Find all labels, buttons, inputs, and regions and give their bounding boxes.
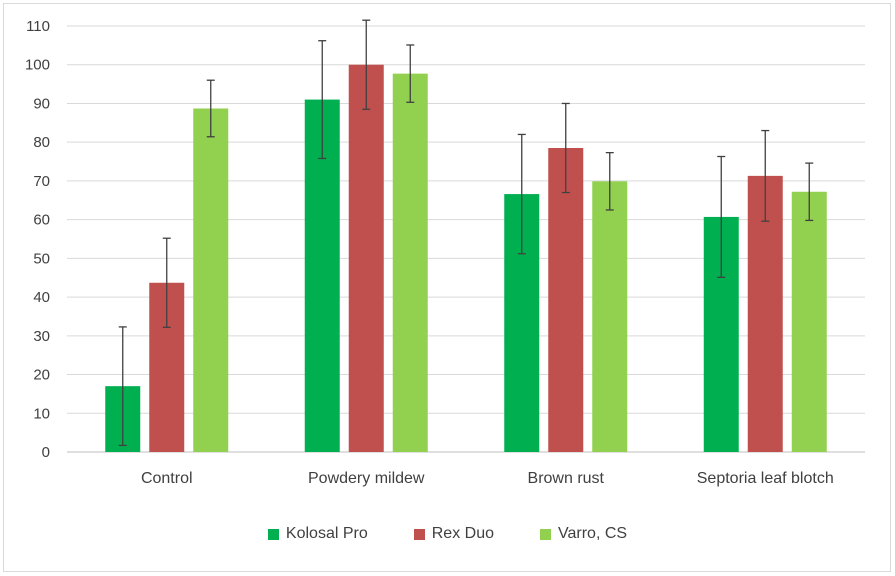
x-category-label-septoria-leaf-blotch: Septoria leaf blotch (697, 470, 834, 487)
legend-swatch-varro-cs (540, 528, 551, 540)
y-tick-label-80: 80 (33, 134, 50, 151)
legend-item-rex-duo: Rex Duo (413, 525, 494, 543)
bar-varro-cs-powdery-mildew (392, 73, 428, 452)
y-tick-label-30: 30 (33, 328, 50, 345)
bar-varro-cs-control (193, 108, 229, 453)
x-category-label-powdery-mildew: Powdery mildew (308, 470, 425, 487)
y-tick-label-10: 10 (33, 405, 50, 422)
x-category-label-control: Control (141, 470, 193, 487)
legend-swatch-kolosal-pro (267, 528, 279, 540)
legend-label-rex-duo: Rex Duo (431, 525, 494, 542)
legend-label-varro-cs: Varro, CS (558, 525, 628, 542)
bar-rex-duo-powdery-mildew (348, 64, 384, 453)
legend-swatch-rex-duo (413, 528, 425, 540)
bar-varro-cs-septoria-leaf-blotch (791, 191, 827, 452)
y-tick-label-100: 100 (25, 57, 50, 74)
legend-item-varro-cs: Varro, CS (540, 525, 627, 543)
legend: Kolosal Pro Rex Duo Varro, CS (0, 525, 895, 543)
y-tick-label-20: 20 (33, 367, 50, 384)
bar-rex-duo-brown-rust (548, 147, 584, 452)
legend-item-kolosal-pro: Kolosal Pro (267, 525, 368, 543)
x-category-label-brown-rust: Brown rust (528, 470, 605, 487)
y-tick-label-110: 110 (26, 18, 50, 35)
y-tick-label-40: 40 (33, 289, 50, 306)
y-tick-label-60: 60 (33, 212, 50, 229)
y-tick-label-50: 50 (33, 250, 50, 267)
y-tick-label-90: 90 (33, 95, 50, 112)
legend-label-kolosal-pro: Kolosal Pro (285, 525, 368, 542)
y-tick-label-0: 0 (42, 444, 50, 461)
bar-rex-duo-septoria-leaf-blotch (747, 175, 783, 452)
bar-varro-cs-brown-rust (592, 181, 628, 452)
y-tick-label-70: 70 (33, 173, 50, 190)
